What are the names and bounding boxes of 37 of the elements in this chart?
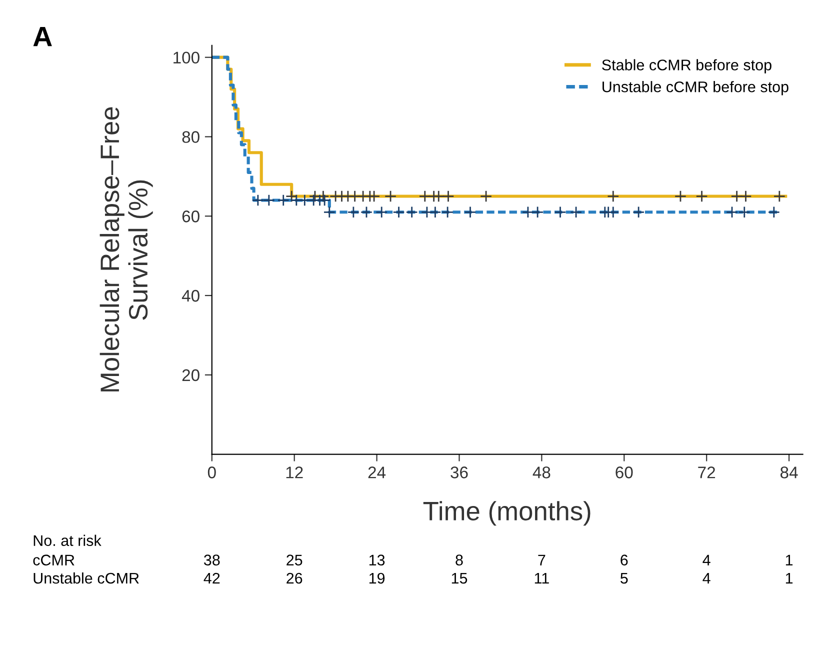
y-tick-label: 100 [174,52,200,64]
text: Unstable cCMR [34,572,139,584]
x-tick-label: 24 [368,466,386,478]
text: 7 [538,554,546,566]
text: A [33,27,52,46]
legend-label: Unstable cCMR before stop [602,81,788,96]
y-axis-title: Molecular Relapse–Free Survival (%) [100,107,153,392]
y-tick-label: 40 [182,290,200,302]
text: 4 [702,572,710,584]
y-tick-label: 80 [182,131,200,143]
x-tick-label: 0 [208,466,216,478]
text: 1 [786,554,793,566]
text: 6 [620,554,628,566]
text: 13 [369,554,385,566]
text: 38 [204,554,220,566]
text: No. at risk [34,534,102,546]
y-tick-label: 20 [182,369,200,382]
x-tick-label: 36 [450,466,468,478]
text: 42 [204,572,220,584]
text: 19 [369,572,385,584]
x-axis-title: Time (months) [423,501,590,526]
text: 11 [534,572,549,584]
x-tick-label: 12 [286,466,303,478]
text: 5 [620,572,628,584]
x-tick-label: 84 [780,466,798,478]
text: 4 [702,554,710,566]
text: 25 [286,554,302,566]
text: 15 [452,572,468,584]
x-tick-label: 72 [698,466,716,478]
x-tick-label: 48 [532,466,550,478]
text: cCMR [33,554,74,566]
text: 26 [286,572,302,584]
text: 8 [456,554,463,566]
text: 1 [786,572,793,584]
y-tick-label: 60 [182,210,200,222]
legend-label: Stable cCMR before stop [602,59,772,74]
x-tick-label: 60 [616,466,633,478]
